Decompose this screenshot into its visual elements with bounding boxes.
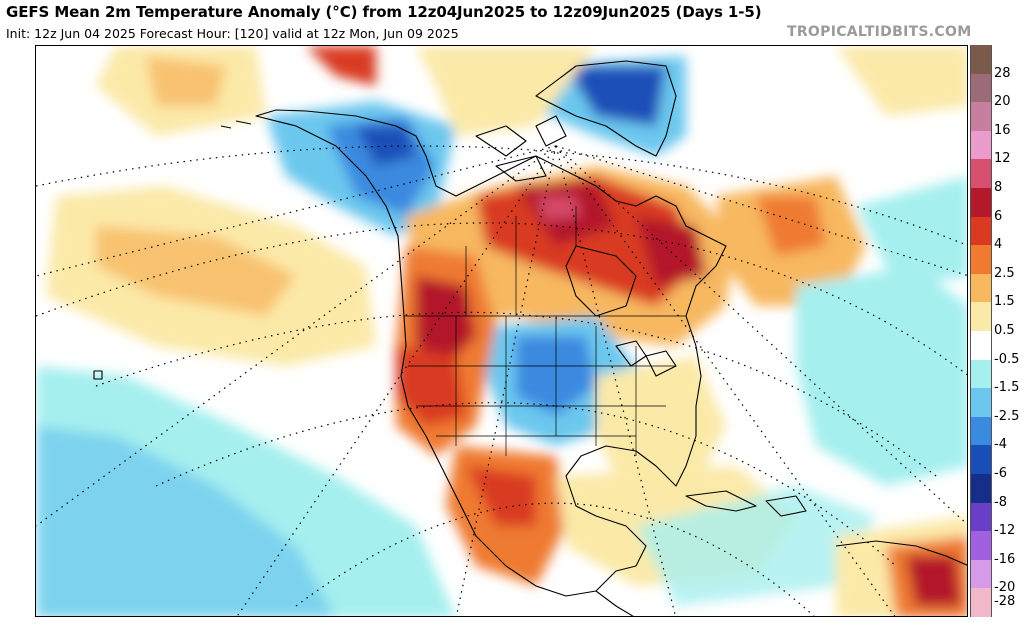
colorbar-label: 4: [994, 237, 1003, 253]
colorbar-label: -0.5: [994, 351, 1020, 367]
colorbar-level: 6: [970, 188, 1022, 224]
colorbar-swatch: [970, 331, 992, 360]
chart-title: GEFS Mean 2m Temperature Anomaly (°C) fr…: [6, 3, 762, 21]
anomaly-shading: [36, 46, 967, 616]
colorbar-swatch: [970, 531, 992, 560]
colorbar-swatch: [970, 188, 992, 217]
colorbar-level: 4: [970, 216, 1022, 252]
colorbar-swatch: [970, 474, 992, 503]
colorbar-label: -8: [994, 494, 1007, 510]
colorbar-level: 12: [970, 130, 1022, 166]
colorbar-level: -8: [970, 474, 1022, 510]
colorbar-level: 8: [970, 159, 1022, 195]
colorbar-level: -16: [970, 531, 1022, 567]
colorbar-label: -16: [994, 551, 1016, 567]
colorbar-label: -20: [994, 580, 1016, 596]
colorbar-label: 0.5: [994, 322, 1015, 338]
colorbar-label: 8: [994, 179, 1003, 195]
colorbar-level: -1.5: [970, 359, 1022, 395]
colorbar-swatch: [970, 588, 992, 617]
colorbar-swatch: [970, 73, 992, 103]
colorbar-label: -2.5: [994, 408, 1020, 424]
colorbar-label: -12: [994, 523, 1016, 539]
colorbar-level: -2.5: [970, 388, 1022, 424]
colorbar-level: 1.5: [970, 273, 1022, 309]
colorbar-swatch: [970, 302, 992, 331]
colorbar-swatch: [970, 245, 992, 274]
colorbar-swatch: [970, 416, 992, 446]
colorbar-level: 28: [970, 45, 1022, 81]
coastlines: [93, 60, 967, 616]
graticule: [36, 145, 967, 616]
colorbar-swatch: [970, 102, 992, 131]
colorbar-level: -28: [970, 588, 1022, 617]
colorbar-swatch: [970, 159, 992, 188]
colorbar-label: 20: [994, 94, 1011, 110]
colorbar-swatch: [970, 445, 992, 474]
anomaly-map: [35, 45, 968, 617]
colorbar-level: -6: [970, 445, 1022, 481]
colorbar-level: 2.5: [970, 245, 1022, 281]
colorbar-swatch: [970, 388, 992, 417]
colorbar-level: -12: [970, 502, 1022, 538]
colorbar-level: -0.5: [970, 331, 1022, 367]
colorbar-label: -28: [994, 593, 1016, 609]
colorbar-swatch: [970, 130, 992, 160]
colorbar-label: 16: [994, 122, 1011, 138]
colorbar-label: -6: [994, 465, 1007, 481]
colorbar-label: 12: [994, 151, 1011, 167]
colorbar-level: 20: [970, 73, 1022, 109]
colorbar-label: 28: [994, 65, 1011, 81]
colorbar-swatch: [970, 216, 992, 246]
colorbar-swatch: [970, 502, 992, 532]
colorbar-label: 2.5: [994, 265, 1015, 281]
anomaly-map-svg: [36, 46, 967, 616]
colorbar-level: 16: [970, 102, 1022, 138]
colorbar-label: -1.5: [994, 380, 1020, 396]
colorbar-level: -20: [970, 559, 1022, 595]
site-credit: TROPICALTIDBITS.COM: [787, 24, 972, 40]
political-borders: [404, 206, 686, 456]
colorbar-level: 0.5: [970, 302, 1022, 338]
colorbar-label: 1.5: [994, 294, 1015, 310]
colorbar-label: -4: [994, 437, 1007, 453]
colorbar-level: -4: [970, 416, 1022, 452]
colorbar-swatch: [970, 359, 992, 389]
colorbar-swatch: [970, 559, 992, 589]
colorbar-label: 6: [994, 208, 1003, 224]
chart-subtitle: Init: 12z Jun 04 2025 Forecast Hour: [12…: [6, 26, 459, 41]
colorbar: 28 20 16 12 8 6 4 2.5 1.5 0.5 -0.5 -1.5 -2.5 -4 -6 -8 -1…: [970, 45, 1022, 617]
colorbar-swatch: [970, 45, 992, 74]
colorbar-swatch: [970, 273, 992, 303]
